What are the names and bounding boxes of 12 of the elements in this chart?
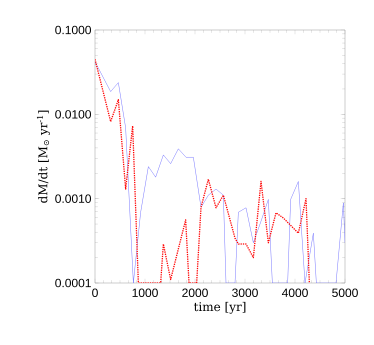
y-tick-label: 0.1000: [55, 26, 91, 34]
y-tick-label: 0.0001: [55, 278, 91, 288]
x-tick-label: 2000: [182, 288, 208, 298]
x-tick-label: 0: [92, 288, 98, 298]
x-axis-title: time [yr]: [194, 302, 246, 314]
x-tick-label: 5000: [332, 288, 358, 298]
x-tick-label: 3000: [232, 288, 258, 298]
y-tick-label: 0.0010: [55, 194, 91, 203]
y-tick-label: 0.0100: [55, 110, 91, 119]
x-tick-label: 1000: [132, 288, 158, 298]
x-tick-label: 4000: [282, 288, 308, 298]
y-axis-title: dM/dt [M$_{⊙}$ yr$^{-1}$]: [36, 110, 50, 203]
